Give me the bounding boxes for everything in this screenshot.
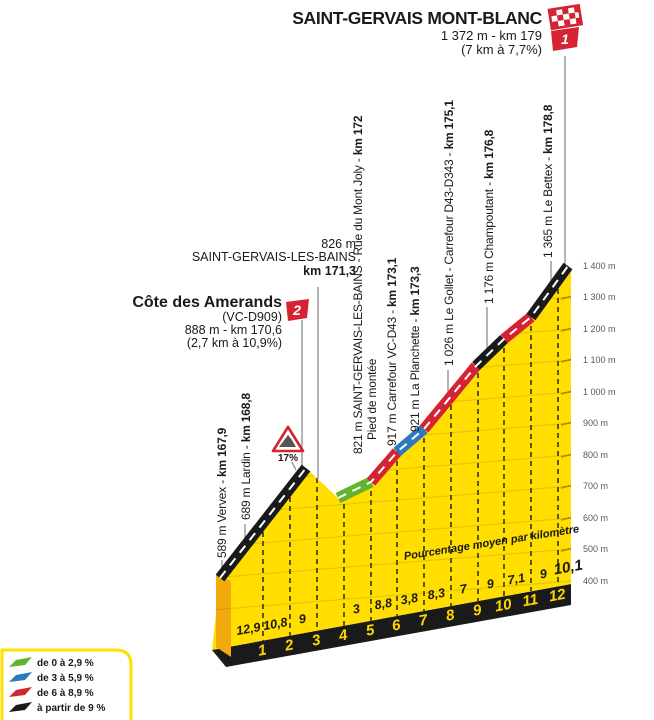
marker-lines <box>221 56 566 575</box>
legend-color-chip-red <box>9 687 32 697</box>
gradient-value: 8,8 <box>374 596 394 613</box>
cote-detail-2: (2,7 km à 10,9%) <box>187 336 282 350</box>
elevation-axis: 1 400 m 1 300 m 1 200 m 1 100 m 1 000 m … <box>583 261 616 586</box>
waypoint-label-le-gollet: 1 026 m Le Gollet - Carrefour D43-D343 -… <box>442 100 456 366</box>
km-tick: 4 <box>337 626 350 644</box>
summit-subtitle-2: (7 km à 7,7%) <box>461 42 542 57</box>
cote-detail-1: 888 m - km 170,6 <box>185 323 282 337</box>
elevation-tick: 600 m <box>583 513 608 523</box>
sglb-name: SAINT-GERVAIS-LES-BAINS <box>192 250 356 264</box>
waypoint-label-la-planchette: 921 m La Planchette - km 173,3 <box>408 266 422 432</box>
km-tick: 8 <box>445 606 457 624</box>
km-tick: 6 <box>391 616 403 634</box>
km-scale: 1 2 3 4 5 6 7 8 9 10 11 12 <box>257 586 568 660</box>
elevation-edge-ticks <box>560 295 571 552</box>
category-2-flag-icon: 2 <box>286 299 309 321</box>
elevation-tick: 500 m <box>583 544 608 554</box>
summit-subtitle-1: 1 372 m - km 179 <box>441 28 542 43</box>
legend-label: de 6 à 8,9 % <box>37 688 94 699</box>
elevation-tick: 1 200 m <box>583 324 616 334</box>
elevation-tick: 1 400 m <box>583 261 616 271</box>
gradient-value: 9 <box>298 612 307 627</box>
steep-gradient-warning-icon: 17% <box>271 425 305 464</box>
waypoint-label-champoutant: 1 176 m Champoutant - km 176,8 <box>482 129 496 304</box>
gradient-value: 10,8 <box>262 615 288 633</box>
header: SAINT-GERVAIS MONT-BLANC 1 372 m - km 17… <box>292 3 584 57</box>
cote-des-amerands-block: Côte des Amerands (VC-D909) 888 m - km 1… <box>132 294 309 350</box>
sglb-km: km 171,3 <box>303 264 356 278</box>
gradient-value: 12,9 <box>235 620 261 638</box>
category-1-flag-icon: 1 <box>551 27 579 51</box>
km-dashed-lines <box>262 280 559 641</box>
elevation-tick: 1 100 m <box>583 355 616 365</box>
km-tick: 10 <box>494 596 514 616</box>
km-tick: 3 <box>311 631 323 649</box>
legend-color-chip-black <box>9 702 32 712</box>
elevation-tick: 1 300 m <box>583 292 616 302</box>
summit-title: SAINT-GERVAIS MONT-BLANC <box>292 8 542 28</box>
checkered-flag-icon <box>547 3 584 31</box>
sglb-elevation: 826 m <box>321 237 356 251</box>
km-tick: 7 <box>418 611 430 629</box>
legend-label: de 0 à 2,9 % <box>37 658 94 669</box>
warning-gradient-label: 17% <box>278 453 298 464</box>
cote-road: (VC-D909) <box>222 310 282 324</box>
legend-label: de 3 à 5,9 % <box>37 673 94 684</box>
warning-pointer-line <box>291 461 297 471</box>
elevation-tick: 900 m <box>583 418 608 428</box>
saint-gervais-les-bains-block: 826 m SAINT-GERVAIS-LES-BAINS km 171,3 <box>192 237 356 278</box>
profile-side-face <box>216 574 231 657</box>
gradient-value: 10,1 <box>552 557 584 579</box>
category-2-label: 2 <box>292 302 301 318</box>
gradient-value: 3 <box>352 602 361 617</box>
elevation-tick: 700 m <box>583 481 608 491</box>
waypoint-label-le-bettex: 1 365 m Le Bettex - km 178,8 <box>541 104 555 258</box>
waypoint-label-lardin: 689 m Lardin - km 168,8 <box>239 393 253 520</box>
km-tick: 5 <box>365 621 377 639</box>
km-scale-band <box>212 584 571 667</box>
road-centerline <box>219 265 569 579</box>
gradient-value: 8,3 <box>427 586 447 603</box>
gradient-value: 9 <box>486 577 495 592</box>
waypoint-label-pied-de-montee: Pied de montée <box>365 358 379 440</box>
gradient-value: 7 <box>459 581 469 596</box>
elevation-tick: 400 m <box>583 576 608 586</box>
waypoint-label-rue-du-mont-joly: 821 m SAINT-GERVAIS-LES-BAINS - Rue du M… <box>351 115 365 454</box>
km-tick: 2 <box>283 636 296 654</box>
km-tick: 9 <box>472 601 484 619</box>
gradient-value: 7,1 <box>507 571 527 588</box>
legend-label: à partir de 9 % <box>37 703 105 714</box>
legend-color-chip-green <box>9 657 32 667</box>
gradient-value: 9 <box>539 567 548 582</box>
km-tick: 11 <box>521 591 539 610</box>
km-tick: 1 <box>257 641 268 659</box>
legend-color-chip-blue <box>9 672 32 682</box>
waypoint-label-carrefour-vcd43: 917 m Carrefour VC-D43 - km 173,1 <box>385 257 399 446</box>
waypoint-label-vervex: 589 m Vervex - km 167,9 <box>215 427 229 558</box>
elevation-tick: 800 m <box>583 450 608 460</box>
elevation-tick: 1 000 m <box>583 387 616 397</box>
km-tick: 12 <box>548 586 568 606</box>
legend-box <box>0 648 133 720</box>
category-1-label: 1 <box>561 31 569 47</box>
gradient-value: 3,8 <box>400 591 420 608</box>
waypoint-labels: 589 m Vervex - km 167,9 689 m Lardin - k… <box>215 100 555 558</box>
gradient-legend: de 0 à 2,9 % de 3 à 5,9 % de 6 à 8,9 % à… <box>0 648 133 720</box>
cote-name: Côte des Amerands <box>132 294 282 311</box>
